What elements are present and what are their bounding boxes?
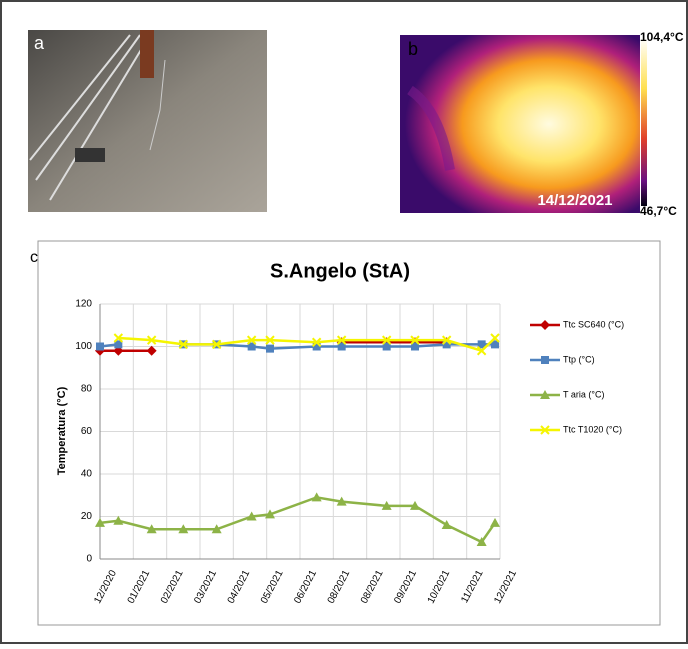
chart-title: S.Angelo (StA)	[270, 260, 410, 282]
marker	[95, 517, 105, 527]
y-tick-label: 60	[81, 426, 93, 437]
marker	[113, 333, 124, 343]
marker	[411, 342, 419, 351]
marker	[337, 342, 346, 351]
marker	[490, 517, 500, 527]
marker	[477, 340, 486, 349]
y-tick-label: 120	[75, 299, 92, 310]
legend-label: Ttp (°C)	[563, 354, 595, 364]
marker	[441, 520, 452, 529]
y-tick-label: 80	[81, 384, 93, 395]
marker	[311, 337, 322, 347]
marker	[146, 335, 157, 345]
marker	[540, 320, 550, 330]
marker	[540, 390, 550, 399]
marker	[113, 515, 124, 525]
marker	[146, 345, 157, 356]
legend-label: T aria (°C)	[563, 389, 604, 399]
marker	[410, 500, 420, 510]
marker	[381, 500, 392, 510]
marker	[246, 511, 257, 521]
marker	[247, 342, 256, 351]
marker	[114, 340, 123, 349]
marker	[382, 342, 391, 351]
y-tick-label: 20	[81, 511, 93, 522]
marker	[336, 496, 347, 506]
marker	[476, 346, 487, 356]
marker	[476, 537, 487, 546]
marker	[211, 524, 222, 534]
marker	[381, 335, 392, 345]
marker	[178, 339, 189, 350]
panel-label: a	[34, 33, 45, 53]
marker	[336, 335, 347, 345]
marker	[540, 425, 550, 435]
marker	[312, 342, 321, 351]
marker	[541, 356, 549, 364]
y-axis-label: Temperatura (°C)	[56, 386, 68, 475]
marker	[491, 340, 499, 349]
legend-label: Ttc T1020 (°C)	[563, 424, 622, 434]
marker	[265, 509, 275, 519]
marker	[311, 492, 322, 502]
chart-box	[37, 240, 661, 626]
marker	[146, 524, 157, 534]
thermal-date: 14/12/2021	[537, 192, 612, 209]
thermal-image-b	[400, 35, 647, 213]
colorbar-min: 46,7°C	[640, 204, 677, 218]
marker	[410, 335, 420, 345]
series-line	[99, 496, 497, 544]
marker	[211, 339, 222, 350]
panel-label: b	[408, 39, 418, 59]
colorbar-max: 104,4°C	[640, 30, 684, 44]
marker	[246, 335, 257, 345]
y-tick-label: 0	[86, 554, 92, 565]
marker	[442, 340, 451, 349]
panel-label: c	[30, 249, 38, 266]
marker	[490, 333, 500, 343]
legend-label: Ttc SC640 (°C)	[563, 319, 624, 329]
photo-a	[28, 30, 267, 212]
marker	[441, 335, 452, 345]
y-tick-label: 40	[81, 469, 93, 480]
marker	[178, 524, 189, 534]
marker	[96, 342, 104, 351]
marker	[265, 335, 275, 345]
y-tick-label: 100	[75, 341, 92, 352]
marker	[266, 344, 274, 353]
